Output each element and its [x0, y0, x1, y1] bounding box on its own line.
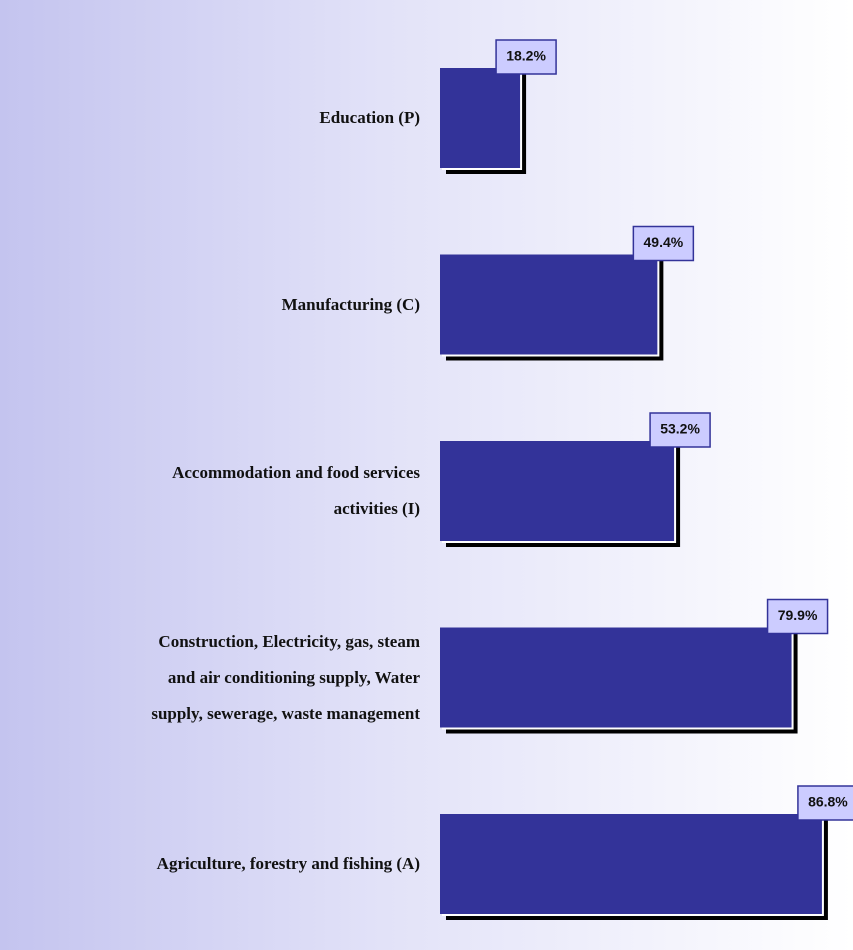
category-label: Accommodation and food services activiti…	[172, 463, 420, 518]
value-label: 79.9%	[778, 607, 818, 623]
value-label-box	[797, 785, 853, 821]
value-label: 86.8%	[808, 794, 848, 810]
value-label-box	[632, 225, 695, 262]
category-label: Construction, Electricity, gas, steam an…	[151, 631, 420, 723]
bar	[440, 254, 658, 355]
bar	[440, 627, 792, 728]
category-label: Education (P)	[319, 108, 420, 127]
category-label: Agriculture, forestry and fishing (A)	[156, 854, 420, 873]
value-label: 18.2%	[506, 48, 546, 64]
value-label: 53.2%	[660, 421, 700, 437]
category-label: Manufacturing (C)	[281, 294, 420, 314]
value-label: 49.4%	[644, 234, 684, 250]
value-label-box	[495, 39, 557, 75]
value-label-box	[649, 412, 711, 448]
bar	[440, 814, 822, 914]
bar	[440, 68, 521, 168]
bar	[440, 441, 675, 541]
value-label-box	[766, 598, 829, 635]
